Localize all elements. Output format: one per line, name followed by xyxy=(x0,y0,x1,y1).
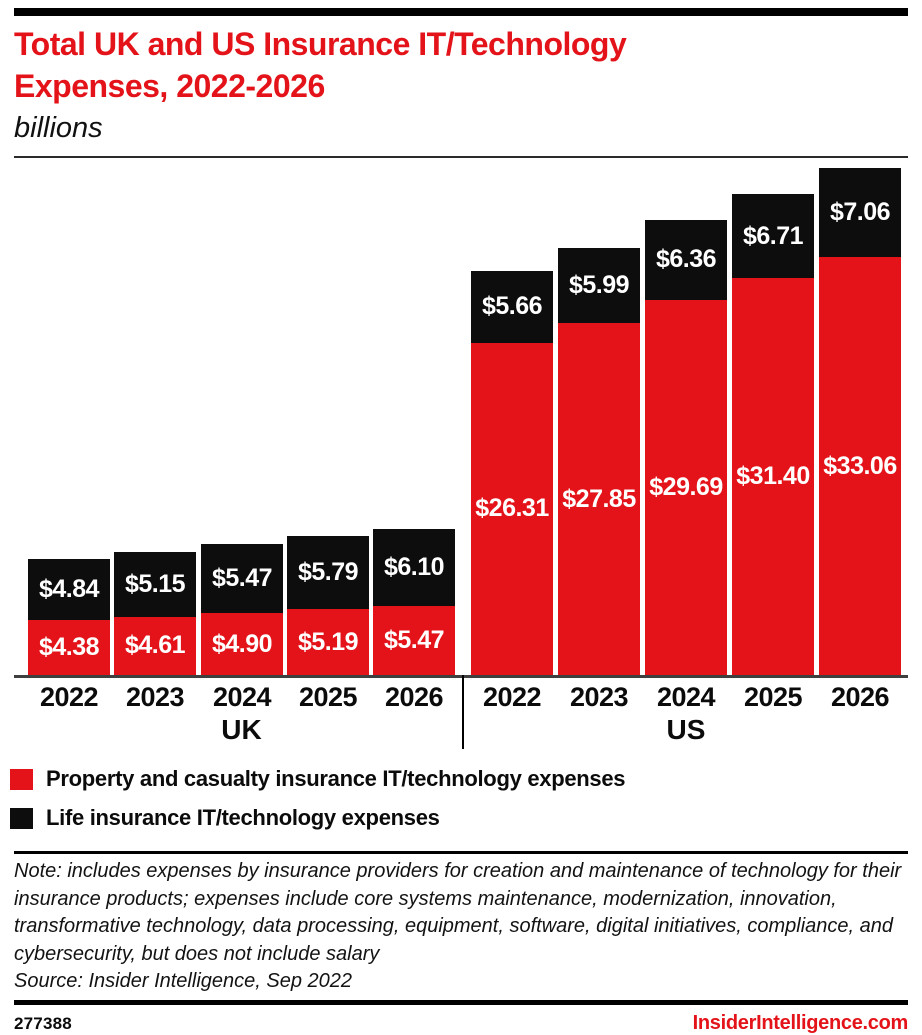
segment-life-insurance: $7.06 xyxy=(819,168,901,258)
x-axis-year-label: 2023 xyxy=(125,682,185,712)
segment-property-casualty: $27.85 xyxy=(558,323,640,675)
segment-life-insurance: $5.15 xyxy=(114,551,196,617)
page-title: Total UK and US Insurance IT/Technology … xyxy=(14,23,908,107)
stacked-bar-us-2023: $5.99 $27.85 xyxy=(558,247,640,675)
segment-life-insurance: $4.84 xyxy=(28,558,110,620)
stacked-bar-us-2022: $5.66 $26.31 xyxy=(471,271,553,675)
stacked-bar-chart-plot-area: $4.84 $4.38 $5.15 $4.61 $5.47 $4.90 $5.79 $5.19… xyxy=(14,158,908,678)
segment-life-insurance: $5.66 xyxy=(471,271,553,343)
segment-value-label: $26.31 xyxy=(475,494,549,523)
segment-property-casualty: $5.19 xyxy=(287,609,369,675)
stacked-bar-us-2024: $6.36 $29.69 xyxy=(645,219,727,675)
segment-property-casualty: $26.31 xyxy=(471,342,553,675)
x-axis-year-label: 2026 xyxy=(384,682,444,712)
segment-life-insurance: $5.47 xyxy=(201,544,283,614)
segment-value-label: $6.36 xyxy=(655,245,717,274)
segment-value-label: $4.38 xyxy=(38,632,100,661)
segment-property-casualty: $29.69 xyxy=(645,300,727,675)
uk-us-group-divider xyxy=(462,675,464,749)
segment-life-insurance: $5.99 xyxy=(558,247,640,324)
x-axis-year-label: 2023 xyxy=(569,682,629,712)
segment-value-label: $31.40 xyxy=(736,462,810,491)
segment-property-casualty: $33.06 xyxy=(819,257,901,675)
segment-property-casualty: $4.61 xyxy=(114,616,196,675)
x-axis-year-label: 2022 xyxy=(39,682,99,712)
segment-value-label: $5.79 xyxy=(297,558,359,587)
x-axis-year-label: 2024 xyxy=(212,682,272,712)
segment-life-insurance: $6.10 xyxy=(373,528,455,606)
chart-id: 277388 xyxy=(14,1013,72,1033)
segment-value-label: $4.90 xyxy=(211,629,273,658)
chart-legend: Property and casualty insurance IT/techn… xyxy=(10,766,908,831)
x-axis-year-label: 2025 xyxy=(743,682,803,712)
stacked-bar-uk-2023: $5.15 $4.61 xyxy=(114,551,196,675)
legend-item-property-casualty: Property and casualty insurance IT/techn… xyxy=(10,766,908,792)
x-axis-year-label: 2025 xyxy=(298,682,358,712)
footer-divider-rule xyxy=(14,999,908,1005)
segment-value-label: $5.47 xyxy=(383,625,445,654)
stacked-bar-us-2026: $7.06 $33.06 xyxy=(819,168,901,675)
segment-value-label: $5.15 xyxy=(124,569,186,598)
stacked-bar-uk-2024: $5.47 $4.90 xyxy=(201,544,283,675)
segment-life-insurance: $6.36 xyxy=(645,219,727,301)
page-title-line1: Total UK and US Insurance IT/Technology xyxy=(14,26,627,62)
segment-value-label: $6.71 xyxy=(742,221,804,250)
segment-value-label: $33.06 xyxy=(823,451,897,480)
segment-value-label: $29.69 xyxy=(649,473,723,501)
stacked-bar-uk-2026: $6.10 $5.47 xyxy=(373,528,455,675)
stacked-bar-us-2025: $6.71 $31.40 xyxy=(732,193,814,675)
segment-value-label: $4.84 xyxy=(38,574,100,603)
page-title-line2: Expenses, 2022-2026 xyxy=(14,68,325,104)
segment-value-label: $6.10 xyxy=(383,552,445,581)
x-axis-year-label: 2024 xyxy=(656,682,716,712)
insider-intelligence-brand-link[interactable]: InsiderIntelligence.com xyxy=(692,1011,909,1034)
source-text: Source: Insider Intelligence, Sep 2022 xyxy=(14,970,352,992)
segment-property-casualty: $4.90 xyxy=(201,613,283,675)
segment-value-label: $5.66 xyxy=(481,292,543,321)
segment-property-casualty: $5.47 xyxy=(373,605,455,675)
segment-value-label: $7.06 xyxy=(829,198,891,227)
legend-swatch-black-icon xyxy=(10,807,33,829)
legend-swatch-red-icon xyxy=(10,768,33,790)
segment-value-label: $5.99 xyxy=(568,270,630,299)
header-divider-rule xyxy=(14,156,908,158)
segment-value-label: $5.47 xyxy=(211,564,273,593)
group-label-us: US xyxy=(666,714,706,745)
segment-value-label: $5.19 xyxy=(297,627,359,656)
legend-label: Property and casualty insurance IT/techn… xyxy=(46,766,626,791)
group-label-uk: UK xyxy=(221,714,262,745)
stacked-bar-uk-2022: $4.84 $4.38 xyxy=(28,558,110,675)
segment-life-insurance: $6.71 xyxy=(732,193,814,279)
footnote-text: Note: includes expenses by insurance pro… xyxy=(14,860,902,965)
footnote-divider-rule xyxy=(14,851,908,854)
x-axis-year-label: 2022 xyxy=(482,682,542,712)
legend-label: Life insurance IT/technology expenses xyxy=(46,805,440,830)
top-divider-rule xyxy=(14,8,908,16)
footnote-block: Note: includes expenses by insurance pro… xyxy=(14,858,908,996)
footer: 277388 InsiderIntelligence.com xyxy=(14,1012,908,1035)
chart-units-subtitle: billions xyxy=(14,112,103,144)
x-axis-year-label: 2026 xyxy=(830,682,890,712)
segment-property-casualty: $31.40 xyxy=(732,278,814,675)
segment-property-casualty: $4.38 xyxy=(28,619,110,675)
segment-life-insurance: $5.79 xyxy=(287,536,369,610)
legend-item-life-insurance: Life insurance IT/technology expenses xyxy=(10,805,908,831)
segment-value-label: $27.85 xyxy=(562,484,636,513)
stacked-bar-uk-2025: $5.79 $5.19 xyxy=(287,536,369,675)
x-axis: 2022 2023 2024 2025 2026 UK 2022 2023 2024 2025 20… xyxy=(14,675,908,750)
segment-value-label: $4.61 xyxy=(124,631,186,660)
